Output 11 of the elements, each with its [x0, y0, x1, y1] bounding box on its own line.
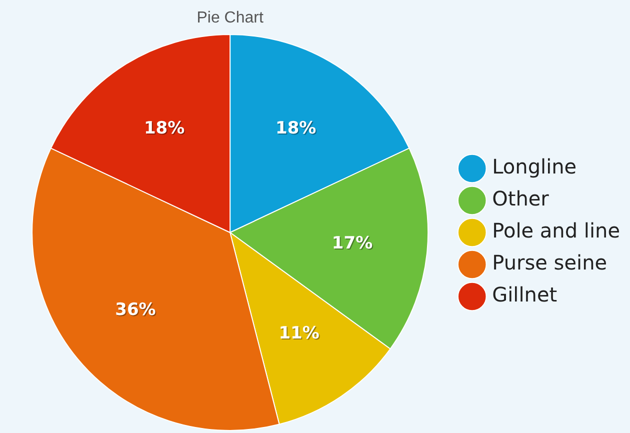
legend-label: Pole and line	[492, 218, 620, 243]
data-label: 18%	[144, 119, 186, 140]
data-label: 36%	[116, 301, 157, 322]
legend-label: Other	[492, 186, 550, 211]
legend-label: Longline	[492, 154, 577, 179]
chart-title: Pie Chart	[196, 9, 264, 26]
legend-label: Purse seine	[492, 250, 608, 275]
data-label: 11%	[278, 323, 320, 344]
data-label: 18%	[276, 119, 318, 140]
data-label: 17%	[332, 234, 374, 254]
legend-label: Gillnet	[492, 282, 558, 307]
